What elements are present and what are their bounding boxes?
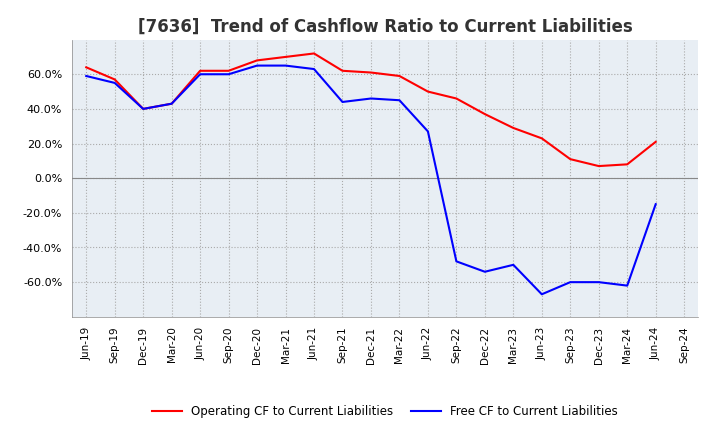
Free CF to Current Liabilities [253, 63, 261, 68]
Legend: Operating CF to Current Liabilities, Free CF to Current Liabilities: Operating CF to Current Liabilities, Fre… [148, 400, 623, 423]
Line: Operating CF to Current Liabilities: Operating CF to Current Liabilities [86, 53, 656, 166]
Operating CF to Current Liabilities [452, 96, 461, 101]
Free CF to Current Liabilities [652, 202, 660, 207]
Title: [7636]  Trend of Cashflow Ratio to Current Liabilities: [7636] Trend of Cashflow Ratio to Curren… [138, 17, 633, 35]
Operating CF to Current Liabilities [366, 70, 375, 75]
Operating CF to Current Liabilities [423, 89, 432, 94]
Free CF to Current Liabilities [480, 269, 489, 275]
Operating CF to Current Liabilities [253, 58, 261, 63]
Free CF to Current Liabilities [167, 101, 176, 106]
Operating CF to Current Liabilities [110, 77, 119, 82]
Operating CF to Current Liabilities [82, 65, 91, 70]
Free CF to Current Liabilities [623, 283, 631, 288]
Operating CF to Current Liabilities [595, 163, 603, 169]
Operating CF to Current Liabilities [480, 111, 489, 117]
Free CF to Current Liabilities [139, 106, 148, 111]
Free CF to Current Liabilities [509, 262, 518, 268]
Operating CF to Current Liabilities [652, 139, 660, 144]
Operating CF to Current Liabilities [196, 68, 204, 73]
Operating CF to Current Liabilities [566, 157, 575, 162]
Operating CF to Current Liabilities [537, 136, 546, 141]
Line: Free CF to Current Liabilities: Free CF to Current Liabilities [86, 66, 656, 294]
Free CF to Current Liabilities [82, 73, 91, 79]
Operating CF to Current Liabilities [225, 68, 233, 73]
Free CF to Current Liabilities [338, 99, 347, 105]
Free CF to Current Liabilities [310, 66, 318, 72]
Free CF to Current Liabilities [566, 279, 575, 285]
Free CF to Current Liabilities [595, 279, 603, 285]
Free CF to Current Liabilities [366, 96, 375, 101]
Operating CF to Current Liabilities [167, 101, 176, 106]
Operating CF to Current Liabilities [282, 54, 290, 59]
Operating CF to Current Liabilities [139, 106, 148, 111]
Free CF to Current Liabilities [225, 72, 233, 77]
Operating CF to Current Liabilities [310, 51, 318, 56]
Free CF to Current Liabilities [452, 259, 461, 264]
Free CF to Current Liabilities [537, 292, 546, 297]
Free CF to Current Liabilities [395, 98, 404, 103]
Operating CF to Current Liabilities [395, 73, 404, 79]
Free CF to Current Liabilities [110, 80, 119, 85]
Free CF to Current Liabilities [423, 129, 432, 134]
Free CF to Current Liabilities [282, 63, 290, 68]
Operating CF to Current Liabilities [623, 161, 631, 167]
Operating CF to Current Liabilities [509, 125, 518, 131]
Free CF to Current Liabilities [196, 72, 204, 77]
Operating CF to Current Liabilities [338, 68, 347, 73]
